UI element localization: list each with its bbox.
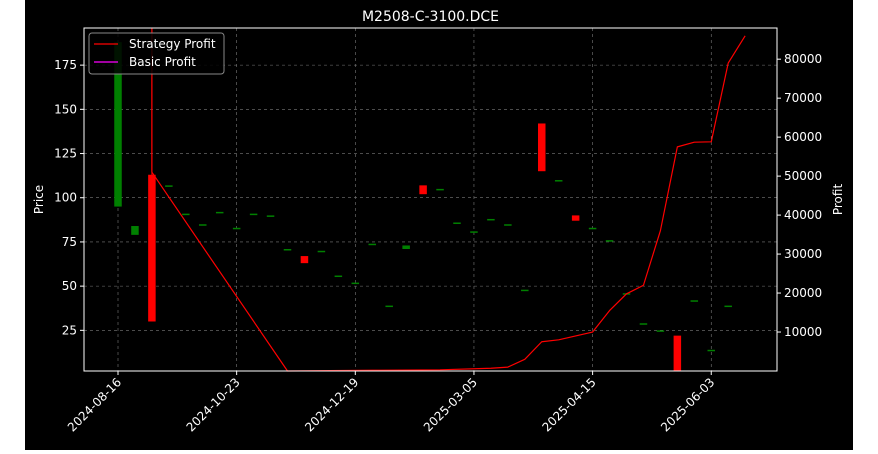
legend-strategy-label: Strategy Profit [129,37,216,51]
legend-box [88,32,225,75]
grid [84,28,777,371]
candle-body [385,305,393,308]
candlestick-chart: 25 50 75 100 125 150 175 10000 20000 30000 40000 5… [32,9,845,434]
candle-body [199,224,207,226]
chart-title: M2508-C-3100.DCE [362,9,499,25]
date-tick-label: 2025-03-05 [421,375,480,434]
price-tick-label: 100 [54,191,77,205]
candle-body [588,227,597,230]
price-axis: 25 50 75 100 125 150 175 [54,58,84,337]
candle-body [436,188,444,191]
price-tick-label: 125 [54,147,77,161]
profit-tick-label: 70000 [784,91,822,105]
candle-body [148,174,156,322]
candle-body [707,349,715,352]
profit-tick-label: 20000 [784,286,822,300]
date-tick-label: 2024-12-19 [302,375,361,434]
candle-body [639,323,648,325]
candle-body [165,185,173,187]
candle-body [605,240,614,242]
candle-body [504,224,512,226]
candle-body [114,42,122,207]
profit-tick-label: 80000 [784,52,822,66]
candle-body [368,243,376,246]
candle-body [554,180,563,182]
date-tick-label: 2025-06-03 [658,375,717,434]
candle-body [232,227,241,230]
candle-body [215,211,224,214]
candle-body [470,231,478,233]
candle-body [283,249,292,251]
candle-body [402,245,410,250]
candle-body [334,275,343,278]
profit-tick-label: 40000 [784,208,822,222]
candle-body [351,282,360,285]
candle-body [673,335,682,371]
profit-tick-label: 30000 [784,247,822,261]
legend: Strategy Profit Basic Profit [88,32,225,75]
profit-tick-label: 50000 [784,169,822,183]
legend-basic-label: Basic Profit [129,55,196,69]
candles [114,42,732,371]
price-tick-label: 150 [54,102,77,116]
candle-body [131,226,139,235]
candle-body [317,250,326,253]
price-tick-label: 50 [62,279,77,293]
candle-body [724,305,732,308]
candle-body [182,213,190,216]
price-tick-label: 175 [54,58,77,72]
candle-body [453,222,461,224]
date-tick-label: 2024-10-23 [184,375,243,434]
candle-body [419,185,427,195]
strategy-profit-line [151,28,746,372]
candle-body [538,123,546,172]
candle-body [690,300,699,302]
candle-body [249,213,258,216]
plot-frame [83,27,778,372]
date-axis: 2024-08-16 2024-10-23 2024-12-19 2025-03-05… [65,371,717,434]
date-tick-label: 2024-08-16 [65,375,124,434]
candle-body [656,330,665,332]
price-tick-label: 25 [62,323,77,337]
left-axis-label: Price [32,185,46,214]
date-tick-label: 2025-04-15 [540,375,599,434]
profit-tick-label: 10000 [784,325,822,339]
candle-body [487,218,495,221]
candle-body [571,215,580,221]
profit-lines [151,28,746,372]
profit-tick-label: 60000 [784,130,822,144]
right-axis-label: Profit [831,184,845,216]
profit-axis: 10000 20000 30000 40000 50000 60000 70000 80000 [777,52,822,339]
chart-figure: 25 50 75 100 125 150 175 10000 20000 30000 40000 5… [25,0,853,450]
candle-body [300,256,309,264]
price-tick-label: 75 [62,235,77,249]
candle-body [266,215,275,217]
candle-body [521,289,529,292]
